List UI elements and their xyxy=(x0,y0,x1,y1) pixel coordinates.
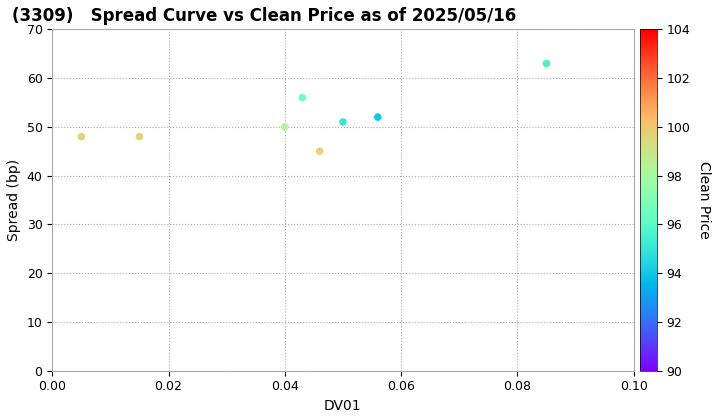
Text: (3309)   Spread Curve vs Clean Price as of 2025/05/16: (3309) Spread Curve vs Clean Price as of… xyxy=(12,7,516,25)
X-axis label: DV01: DV01 xyxy=(324,399,361,413)
Y-axis label: Spread (bp): Spread (bp) xyxy=(7,159,21,241)
Point xyxy=(297,94,308,101)
Point xyxy=(134,133,145,140)
Point xyxy=(337,118,348,125)
Y-axis label: Clean Price: Clean Price xyxy=(697,161,711,239)
Point xyxy=(541,60,552,67)
Point xyxy=(279,123,291,130)
Point xyxy=(372,114,384,121)
Point xyxy=(76,133,87,140)
Point xyxy=(314,148,325,155)
